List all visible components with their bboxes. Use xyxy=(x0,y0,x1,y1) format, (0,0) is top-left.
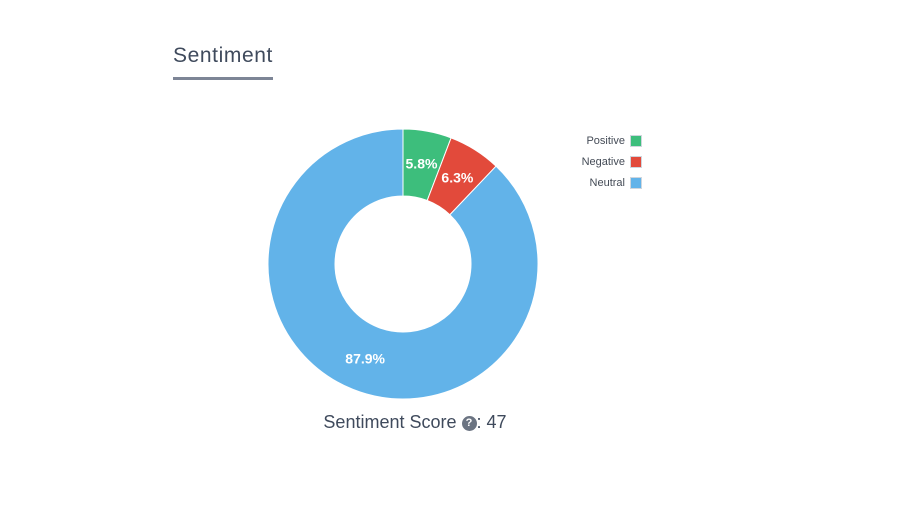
legend-swatch-neutral xyxy=(630,176,642,189)
legend-label-negative: Negative xyxy=(581,155,625,168)
legend-item-negative[interactable]: Negative xyxy=(560,151,642,172)
legend-label-positive: Positive xyxy=(586,134,625,147)
legend-swatch-positive xyxy=(630,134,642,147)
legend-swatch-negative xyxy=(630,155,642,168)
sentiment-score-label: Sentiment Score xyxy=(323,412,457,432)
question-circle-icon[interactable]: ? xyxy=(461,416,477,431)
chart-legend: Positive Negative Neutral xyxy=(560,130,642,193)
slice-label-neutral: 87.9% xyxy=(345,351,385,367)
title-underline xyxy=(173,77,273,80)
donut-slices xyxy=(267,128,539,400)
legend-label-neutral: Neutral xyxy=(589,176,625,189)
section-title: Sentiment xyxy=(173,44,273,67)
sentiment-score-value: 47 xyxy=(486,412,507,432)
slice-label-negative: 6.3% xyxy=(441,170,473,186)
sentiment-score-separator: : xyxy=(476,412,482,432)
slice-neutral[interactable] xyxy=(267,128,539,400)
donut-slice-labels: 5.8%6.3% 87.9% xyxy=(345,156,474,367)
legend-item-positive[interactable]: Positive xyxy=(560,130,642,151)
legend-item-neutral[interactable]: Neutral xyxy=(560,172,642,193)
slice-label-positive: 5.8% xyxy=(406,156,438,172)
sentiment-score: Sentiment Score?: 47 xyxy=(0,412,830,433)
